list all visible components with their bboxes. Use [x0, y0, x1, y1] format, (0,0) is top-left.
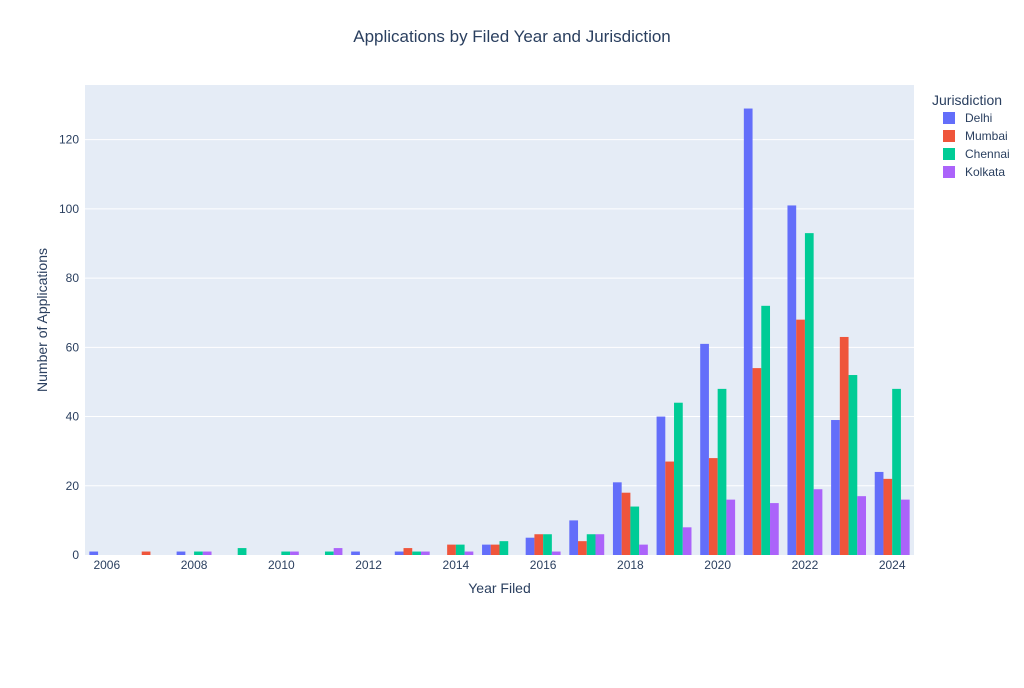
bar-delhi-2016[interactable] — [525, 537, 535, 555]
bar-mumbai-2014[interactable] — [447, 544, 456, 555]
y-axis-title: Number of Applications — [34, 248, 50, 392]
bar-delhi-2024[interactable] — [874, 471, 884, 555]
bar-chennai-2013[interactable] — [412, 551, 421, 555]
bar-chennai-2024[interactable] — [892, 388, 901, 555]
bar-delhi-2022[interactable] — [787, 205, 797, 555]
legend-label-chennai[interactable]: Chennai — [965, 147, 1010, 161]
y-tick-label: 0 — [72, 548, 79, 562]
bar-delhi-2021[interactable] — [743, 108, 753, 555]
x-tick-label: 2020 — [704, 558, 731, 572]
bar-chennai-2017[interactable] — [586, 534, 596, 555]
bar-kolkata-2024[interactable] — [900, 499, 910, 555]
legend-title: Jurisdiction — [932, 92, 1002, 108]
bar-mumbai-2023[interactable] — [839, 336, 849, 555]
bars — [89, 108, 910, 555]
x-tick-label: 2024 — [879, 558, 906, 572]
legend[interactable]: Jurisdiction Delhi Mumbai Chennai Kolkata — [932, 92, 1010, 179]
bar-mumbai-2015[interactable] — [490, 544, 500, 555]
x-tick-label: 2014 — [443, 558, 470, 572]
y-tick-label: 40 — [66, 410, 80, 424]
legend-swatch-chennai[interactable] — [943, 148, 955, 160]
x-tick-label: 2006 — [93, 558, 120, 572]
x-axis-ticks: 2006 2008 2010 2012 2014 2016 2018 2020 2022 2024 — [93, 558, 905, 572]
bar-mumbai-2019[interactable] — [665, 461, 675, 555]
bar-chennai-2023[interactable] — [848, 375, 858, 555]
bar-kolkata-2022[interactable] — [813, 489, 823, 555]
y-tick-label: 20 — [66, 479, 80, 493]
bar-chennai-2009[interactable] — [237, 548, 247, 555]
bar-kolkata-2020[interactable] — [726, 499, 736, 555]
bar-delhi-2008[interactable] — [176, 551, 186, 555]
plot-area — [85, 85, 914, 555]
bar-delhi-2006[interactable] — [89, 551, 99, 555]
x-tick-label: 2016 — [530, 558, 557, 572]
gridlines — [85, 139, 914, 487]
bar-chennai-2010[interactable] — [281, 551, 291, 555]
y-tick-label: 60 — [66, 340, 80, 354]
bar-kolkata-2010[interactable] — [290, 551, 299, 555]
bar-mumbai-2022[interactable] — [796, 319, 805, 555]
bar-kolkata-2021[interactable] — [770, 503, 779, 555]
bar-kolkata-2017[interactable] — [595, 534, 605, 555]
bar-kolkata-2023[interactable] — [857, 496, 867, 555]
bar-delhi-2018[interactable] — [612, 482, 622, 555]
x-tick-label: 2010 — [268, 558, 295, 572]
x-tick-label: 2018 — [617, 558, 644, 572]
bar-kolkata-2018[interactable] — [639, 544, 648, 555]
y-axis-ticks: 0 20 40 60 80 100 120 — [59, 133, 79, 562]
legend-label-kolkata[interactable]: Kolkata — [965, 165, 1005, 179]
bar-delhi-2020[interactable] — [700, 343, 709, 555]
bar-mumbai-2018[interactable] — [621, 492, 631, 555]
bar-chennai-2019[interactable] — [674, 402, 683, 555]
bar-chennai-2015[interactable] — [499, 541, 509, 555]
bar-delhi-2015[interactable] — [482, 544, 491, 555]
bar-delhi-2012[interactable] — [351, 551, 360, 555]
bar-kolkata-2014[interactable] — [464, 551, 474, 555]
y-tick-label: 80 — [66, 271, 80, 285]
bar-kolkata-2011[interactable] — [333, 548, 343, 555]
bar-chennai-2016[interactable] — [543, 534, 552, 555]
x-tick-label: 2022 — [792, 558, 819, 572]
bar-mumbai-2013[interactable] — [403, 548, 413, 555]
bar-chennai-2014[interactable] — [455, 544, 465, 555]
bar-kolkata-2019[interactable] — [682, 527, 692, 555]
y-tick-label: 120 — [59, 133, 79, 147]
bar-chennai-2020[interactable] — [717, 388, 727, 555]
bar-mumbai-2021[interactable] — [752, 368, 762, 555]
bar-delhi-2017[interactable] — [569, 520, 579, 555]
bar-kolkata-2016[interactable] — [551, 551, 561, 555]
legend-label-delhi[interactable]: Delhi — [965, 111, 992, 125]
bar-mumbai-2020[interactable] — [708, 458, 718, 555]
bar-mumbai-2007[interactable] — [141, 551, 151, 555]
bar-delhi-2019[interactable] — [656, 416, 666, 555]
x-tick-label: 2008 — [181, 558, 208, 572]
chart-title: Applications by Filed Year and Jurisdict… — [353, 27, 671, 46]
bar-kolkata-2008[interactable] — [202, 551, 212, 555]
y-tick-label: 100 — [59, 202, 79, 216]
bar-chennai-2021[interactable] — [761, 305, 771, 555]
bar-delhi-2013[interactable] — [394, 551, 404, 555]
legend-swatch-kolkata[interactable] — [943, 166, 955, 178]
bar-mumbai-2024[interactable] — [883, 478, 893, 555]
bar-chennai-2011[interactable] — [324, 551, 334, 555]
x-axis-title: Year Filed — [468, 580, 531, 596]
legend-label-mumbai[interactable]: Mumbai — [965, 129, 1008, 143]
bar-mumbai-2017[interactable] — [578, 541, 587, 555]
bar-mumbai-2016[interactable] — [534, 534, 544, 555]
bar-kolkata-2013[interactable] — [420, 551, 430, 555]
bar-chennai-2022[interactable] — [804, 233, 814, 555]
bar-chennai-2008[interactable] — [194, 551, 203, 555]
bar-delhi-2023[interactable] — [831, 420, 840, 555]
bar-chennai-2018[interactable] — [630, 506, 640, 555]
legend-swatch-mumbai[interactable] — [943, 130, 955, 142]
x-tick-label: 2012 — [355, 558, 382, 572]
legend-swatch-delhi[interactable] — [943, 112, 955, 124]
